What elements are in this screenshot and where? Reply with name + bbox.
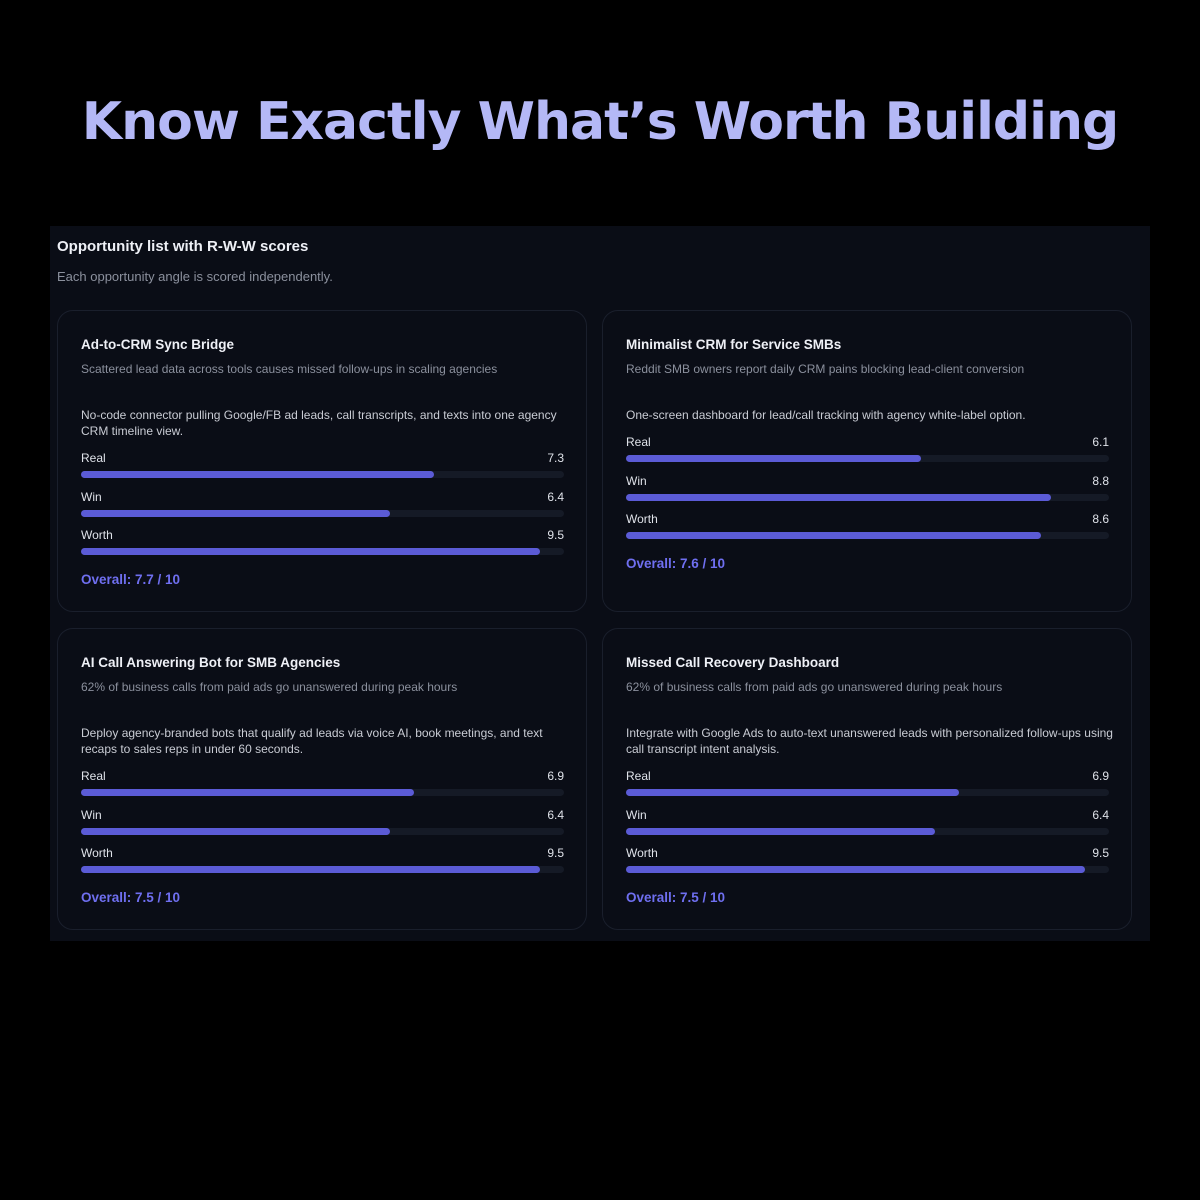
metric-label: Win: [81, 490, 102, 504]
metric-worth: Worth 9.5: [81, 846, 564, 876]
metric-value: 9.5: [547, 528, 564, 542]
card-title: Missed Call Recovery Dashboard: [626, 655, 840, 670]
metric-label: Real: [81, 451, 106, 465]
metric-win: Win 6.4: [81, 490, 564, 520]
score-bar-fill: [81, 866, 540, 873]
metric-real: Real 6.1: [626, 435, 1109, 465]
metric-value: 6.1: [1092, 435, 1109, 449]
card-title: Minimalist CRM for Service SMBs: [626, 337, 842, 352]
card-solution: Deploy agency-branded bots that qualify …: [81, 726, 543, 756]
metric-worth: Worth 9.5: [626, 846, 1109, 876]
metric-value: 6.4: [547, 808, 564, 822]
score-bar-fill: [626, 866, 1085, 873]
metric-real: Real 6.9: [81, 769, 564, 799]
card-problem: Reddit SMB owners report daily CRM pains…: [626, 362, 1025, 376]
metric-win: Win 6.4: [626, 808, 1109, 838]
metric-value: 8.8: [1092, 474, 1109, 488]
metric-label: Win: [626, 474, 647, 488]
metric-value: 9.5: [1092, 846, 1109, 860]
metric-win: Win 6.4: [81, 808, 564, 838]
metric-label: Real: [626, 769, 651, 783]
score-bar-fill: [626, 455, 921, 462]
card-title: Ad-to-CRM Sync Bridge: [81, 337, 234, 352]
metric-value: 6.9: [547, 769, 564, 783]
card-solution: One-screen dashboard for lead/call track…: [626, 408, 1026, 422]
score-bar-fill: [81, 510, 391, 517]
score-bar-track: [81, 548, 564, 555]
metric-value: 8.6: [1092, 512, 1109, 526]
opportunity-card[interactable]: Ad-to-CRM Sync Bridge Scattered lead dat…: [57, 310, 587, 612]
card-solution: No-code connector pulling Google/FB ad l…: [81, 408, 557, 438]
card-solution: Integrate with Google Ads to auto-text u…: [626, 726, 1113, 756]
card-problem: Scattered lead data across tools causes …: [81, 362, 498, 376]
score-bar-fill: [626, 789, 960, 796]
score-bar-track: [626, 828, 1109, 835]
metric-label: Win: [626, 808, 647, 822]
score-bar-fill: [81, 789, 415, 796]
overall-score: Overall: 7.5 / 10: [81, 890, 181, 905]
score-bar-track: [81, 510, 564, 517]
metric-worth: Worth 9.5: [81, 528, 564, 558]
metric-value: 7.3: [547, 451, 564, 465]
score-bar-track: [626, 494, 1109, 501]
metric-label: Worth: [626, 512, 658, 526]
panel-title: Opportunity list with R-W-W scores: [57, 238, 309, 255]
metric-value: 6.9: [1092, 769, 1109, 783]
score-bar-track: [626, 532, 1109, 539]
score-bar-fill: [81, 548, 540, 555]
score-bar-track: [81, 471, 564, 478]
score-bar-track: [81, 866, 564, 873]
metric-label: Real: [81, 769, 106, 783]
opportunity-card[interactable]: Minimalist CRM for Service SMBs Reddit S…: [602, 310, 1132, 612]
metric-win: Win 8.8: [626, 474, 1109, 504]
card-title: AI Call Answering Bot for SMB Agencies: [81, 655, 341, 670]
score-bar-track: [81, 828, 564, 835]
overall-score: Overall: 7.7 / 10: [81, 572, 181, 587]
metric-label: Real: [626, 435, 651, 449]
score-bar-fill: [626, 494, 1052, 501]
metric-worth: Worth 8.6: [626, 512, 1109, 542]
metric-label: Worth: [81, 846, 113, 860]
card-problem: 62% of business calls from paid ads go u…: [81, 680, 458, 694]
metric-value: 6.4: [547, 490, 564, 504]
score-bar-fill: [626, 532, 1042, 539]
opportunity-panel: Opportunity list with R-W-W scores Each …: [50, 226, 1150, 941]
metric-real: Real 6.9: [626, 769, 1109, 799]
metric-value: 9.5: [547, 846, 564, 860]
metric-label: Worth: [626, 846, 658, 860]
score-bar-fill: [81, 828, 391, 835]
score-bar-fill: [626, 828, 936, 835]
opportunity-card[interactable]: AI Call Answering Bot for SMB Agencies 6…: [57, 628, 587, 930]
overall-score: Overall: 7.6 / 10: [626, 556, 726, 571]
overall-score: Overall: 7.5 / 10: [626, 890, 726, 905]
score-bar-track: [626, 455, 1109, 462]
score-bar-fill: [81, 471, 434, 478]
score-bar-track: [81, 789, 564, 796]
hero-title: Know Exactly What’s Worth Building: [81, 92, 1119, 152]
score-bar-track: [626, 789, 1109, 796]
metric-real: Real 7.3: [81, 451, 564, 481]
metric-label: Win: [81, 808, 102, 822]
metric-label: Worth: [81, 528, 113, 542]
opportunity-card[interactable]: Missed Call Recovery Dashboard 62% of bu…: [602, 628, 1132, 930]
card-problem: 62% of business calls from paid ads go u…: [626, 680, 1003, 694]
metric-value: 6.4: [1092, 808, 1109, 822]
score-bar-track: [626, 866, 1109, 873]
panel-subtitle: Each opportunity angle is scored indepen…: [57, 269, 333, 284]
